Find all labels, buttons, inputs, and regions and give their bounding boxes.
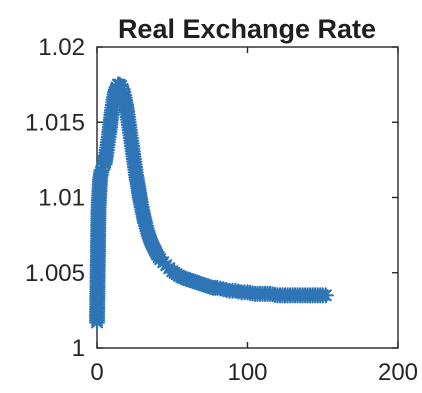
tick-labels: 0 100 200 1 1.005 1.01 1.015 1.02 [25,34,418,386]
y-tick-label: 1 [72,335,85,362]
data-point-fill [170,267,188,284]
data-point-fill [312,287,329,304]
data-point-fill [93,164,110,181]
x-tick-label: 0 [90,359,103,386]
chart-title: Real Exchange Rate [118,14,376,44]
data-point-fill [150,248,167,266]
x-tick-label: 100 [227,359,267,386]
series-layer [88,76,334,331]
y-tick-label: 1.015 [25,109,85,136]
y-tick-label: 1.02 [38,34,85,61]
y-tick-label: 1.005 [25,260,85,287]
y-tick-label: 1.01 [38,185,85,212]
x-tick-label: 200 [378,359,418,386]
